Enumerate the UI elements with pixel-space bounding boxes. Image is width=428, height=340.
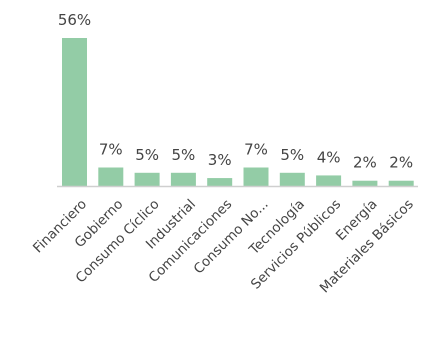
- bar-4: [207, 178, 233, 186]
- bars-group: [62, 38, 414, 186]
- value-labels-group: 56% 7% 5% 5% 3% 7% 5% 4% 2% 2%: [58, 11, 413, 172]
- value-label-7: 4%: [317, 148, 341, 166]
- value-label-6: 5%: [280, 146, 304, 164]
- bar-9: [388, 180, 414, 186]
- bar-0: [62, 38, 87, 186]
- value-label-2: 5%: [135, 146, 159, 164]
- value-label-4: 3%: [208, 151, 232, 169]
- bar-2: [134, 172, 160, 186]
- value-label-9: 2%: [389, 154, 413, 172]
- value-label-1: 7%: [99, 141, 123, 159]
- value-label-5: 7%: [244, 141, 268, 159]
- value-label-3: 5%: [172, 146, 196, 164]
- bar-6: [279, 172, 305, 186]
- bar-7: [316, 175, 342, 186]
- bar-3: [170, 172, 196, 186]
- bar-8: [352, 180, 378, 186]
- value-label-8: 2%: [353, 154, 377, 172]
- value-label-0: 56%: [58, 11, 91, 29]
- bar-5: [243, 167, 269, 186]
- bar-1: [98, 167, 124, 186]
